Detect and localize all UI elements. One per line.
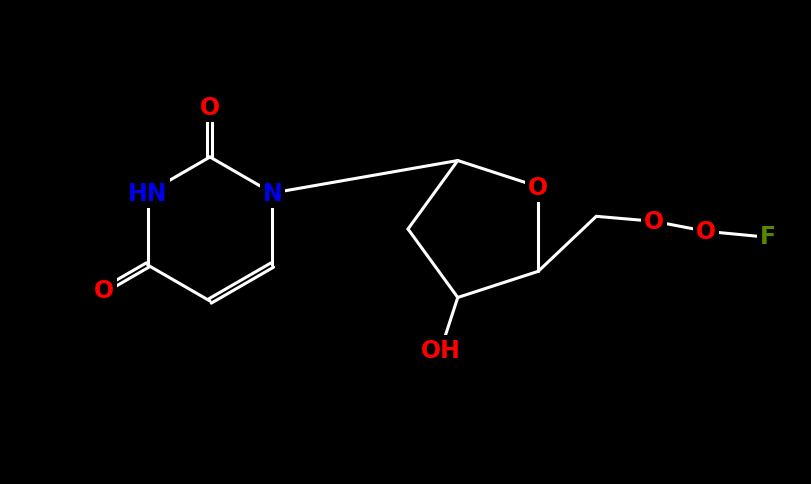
Text: O: O (527, 175, 547, 199)
Text: F: F (759, 225, 775, 249)
Text: OH: OH (420, 338, 460, 362)
Text: O: O (94, 278, 114, 302)
Text: O: O (200, 96, 220, 120)
Text: O: O (695, 220, 715, 244)
Text: O: O (643, 210, 663, 234)
Text: N: N (262, 182, 282, 206)
Text: HN: HN (128, 182, 167, 206)
